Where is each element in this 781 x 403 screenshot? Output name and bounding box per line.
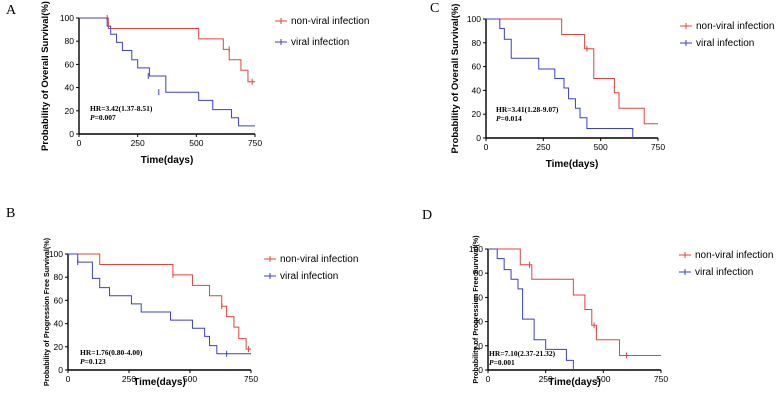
non-viral-legend-label: non-viral infection [280, 254, 358, 265]
y-tick-label: 40 [474, 317, 484, 327]
y-tick-label: 0 [476, 133, 481, 143]
panel-letter: A [6, 3, 17, 18]
x-axis-title: Time(days) [546, 159, 599, 170]
y-tick-label: 40 [54, 319, 64, 329]
y-tick-label: 100 [467, 14, 481, 24]
p-value-text: P=0.014 [496, 114, 522, 123]
hazard-ratio-text: HR=1.76(0.80-4.00) [80, 348, 143, 357]
p-symbol: P [489, 358, 494, 367]
non-viral-survival-curve [68, 253, 251, 350]
y-tick-label: 100 [49, 249, 63, 259]
y-tick-label: 40 [472, 85, 482, 95]
p-value: =0.001 [494, 358, 515, 367]
y-tick-label: 80 [65, 36, 75, 46]
p-value-text: P=0.007 [90, 113, 116, 122]
y-tick-label: 20 [472, 109, 482, 119]
viral-survival-curve [486, 18, 634, 138]
viral-survival-curve [68, 253, 251, 355]
x-tick-label: 250 [131, 138, 145, 148]
p-symbol: P [80, 357, 85, 366]
viral-legend-label: viral infection [280, 271, 338, 282]
y-tick-label: 20 [474, 341, 484, 351]
x-axis-title: Time(days) [133, 377, 186, 388]
x-axis-title: Time(days) [141, 155, 194, 166]
non-viral-legend-label: non-viral infection [291, 16, 369, 27]
y-tick-label: 60 [474, 292, 484, 302]
viral-legend-label: viral infection [291, 37, 349, 48]
p-value-text: P=0.123 [80, 357, 106, 366]
hazard-ratio-text: HR=7.10(2.37-21.32) [489, 349, 556, 358]
legend: non-viral infection viral infection [680, 21, 774, 49]
non-viral-survival-curve [486, 18, 658, 125]
y-tick-label: 60 [472, 62, 482, 72]
y-tick-label: 60 [54, 295, 64, 305]
viral-survival-curve [488, 248, 574, 370]
hazard-ratio-text: HR=3.41(1.28-9.07) [496, 105, 559, 114]
panel-letter: B [6, 206, 15, 221]
x-tick-label: 500 [596, 374, 610, 384]
x-tick-label: 750 [651, 142, 665, 152]
x-tick-label: 750 [244, 374, 258, 384]
y-axis-title: Probability of Overall Survival(%) [450, 4, 461, 154]
non-viral-legend-label: non-viral infection [695, 250, 773, 261]
y-axis-title: Probability of Progression Free Survival… [471, 235, 480, 384]
x-tick-label: 250 [536, 142, 550, 152]
non-viral-survival-curve [488, 248, 661, 356]
x-tick-label: 250 [122, 374, 136, 384]
y-tick-label: 40 [65, 83, 75, 93]
y-axis-title: Probability of Overall Survival(%) [40, 1, 51, 151]
y-tick-label: 0 [58, 365, 63, 375]
x-tick-label: 0 [486, 374, 491, 384]
p-value-text: P=0.001 [489, 358, 515, 367]
x-tick-label: 0 [66, 374, 71, 384]
y-tick-label: 80 [474, 268, 484, 278]
hazard-ratio-text: HR=3.42(1.37-8.51) [90, 104, 153, 113]
panel-b: B 0 20 40 60 80 100 0 250 500 750 Time(days) Probabi… [6, 206, 358, 388]
y-tick-label: 0 [478, 365, 483, 375]
y-tick-label: 60 [65, 59, 75, 69]
panel-letter: D [422, 208, 432, 223]
legend: non-viral infection viral infection [679, 250, 773, 278]
x-axis-title: Time(days) [548, 377, 601, 388]
p-value: =0.014 [501, 114, 522, 123]
y-tick-label: 100 [60, 13, 74, 23]
x-tick-label: 750 [248, 138, 262, 148]
x-tick-label: 500 [189, 138, 203, 148]
y-axis-title: Probability of Progression Free Survival… [42, 237, 51, 386]
viral-survival-curve [79, 17, 255, 127]
panel-letter: C [430, 1, 439, 16]
y-tick-label: 20 [54, 342, 64, 352]
panel-c: C 0 20 40 60 80 100 0 250 500 750 Time(days) Probabi… [430, 1, 774, 170]
p-symbol: P [496, 114, 501, 123]
panel-a: A 0 20 40 60 80 100 0 250 500 750 Time(days) Probabi… [6, 1, 369, 166]
x-tick-label: 500 [183, 374, 197, 384]
non-viral-survival-curve [79, 17, 255, 83]
x-tick-label: 500 [594, 142, 608, 152]
panel-d: D 0 20 40 60 80 100 0 250 500 750 Time(days) Probabi… [422, 208, 773, 388]
y-tick-label: 100 [469, 244, 483, 254]
p-symbol: P [90, 113, 95, 122]
viral-legend-label: viral infection [696, 38, 754, 49]
viral-legend-label: viral infection [695, 267, 753, 278]
x-tick-label: 0 [484, 142, 489, 152]
legend: non-viral infection viral infection [264, 254, 358, 282]
non-viral-legend-label: non-viral infection [696, 21, 774, 32]
x-tick-label: 0 [77, 138, 82, 148]
p-value: =0.007 [95, 113, 116, 122]
x-tick-label: 250 [539, 374, 553, 384]
y-tick-label: 0 [69, 129, 74, 139]
y-tick-label: 20 [65, 106, 75, 116]
legend: non-viral infection viral infection [275, 16, 369, 48]
y-tick-label: 80 [472, 38, 482, 48]
y-tick-label: 80 [54, 272, 64, 282]
x-tick-label: 750 [654, 374, 668, 384]
p-value: =0.123 [85, 357, 106, 366]
